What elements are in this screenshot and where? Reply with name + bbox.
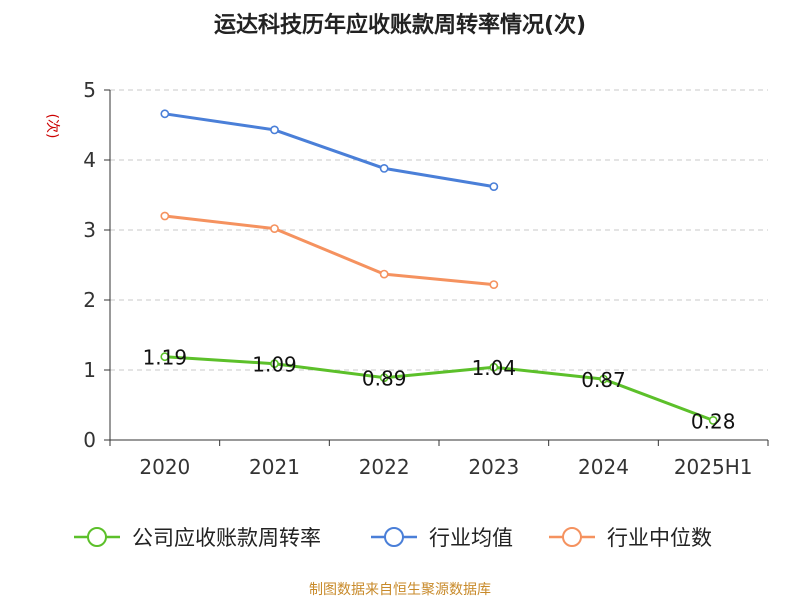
data-point bbox=[599, 374, 608, 384]
chart-title: 运达科技历年应收账款周转率情况(次) bbox=[214, 12, 586, 38]
data-point bbox=[160, 109, 170, 119]
series-line bbox=[164, 355, 714, 422]
grid bbox=[110, 89, 768, 371]
legend-label: 行业均值 bbox=[429, 526, 513, 550]
data-point bbox=[379, 163, 389, 173]
x-tick-label: 2021 bbox=[249, 455, 300, 479]
y-tick-label: 1 bbox=[83, 358, 96, 382]
axes: 0 1 2 3 4 5 2020 2021 2022 2023 2024 2025H1 bbox=[83, 78, 769, 479]
y-tick-label: 2 bbox=[83, 288, 96, 312]
x-tick-label: 2023 bbox=[468, 455, 519, 479]
data-point bbox=[708, 415, 718, 425]
data-point bbox=[270, 125, 279, 135]
data-point bbox=[270, 359, 279, 369]
legend-label: 行业中位数 bbox=[607, 526, 712, 550]
series-line bbox=[164, 112, 495, 189]
data-label: 1.04 bbox=[472, 356, 517, 380]
x-tick-label: 2022 bbox=[359, 455, 410, 479]
x-tick-label: 2025H1 bbox=[674, 455, 753, 479]
x-tick-label: 2020 bbox=[139, 455, 190, 479]
data-label: 0.87 bbox=[581, 368, 626, 392]
legend: 公司应收账款周转率 行业均值 行业中位数 bbox=[74, 526, 712, 550]
legend-marker bbox=[562, 527, 582, 547]
y-tick-label: 3 bbox=[83, 218, 96, 242]
data-point bbox=[379, 373, 389, 383]
legend-marker bbox=[384, 527, 404, 547]
data-point bbox=[489, 280, 499, 289]
data-label: 0.28 bbox=[691, 409, 736, 433]
data-label: 0.89 bbox=[362, 367, 407, 391]
data-point bbox=[489, 362, 499, 372]
source-note: 制图数据来自恒生聚源数据库 bbox=[309, 582, 491, 598]
series-line bbox=[164, 214, 494, 287]
legend-marker bbox=[87, 527, 107, 547]
series-group bbox=[160, 109, 718, 425]
data-labels: 1.19 1.09 0.89 1.04 0.87 0.28 bbox=[143, 346, 736, 434]
data-point bbox=[270, 224, 279, 233]
y-tick-label: 4 bbox=[83, 148, 96, 172]
legend-label: 公司应收账款周转率 bbox=[132, 526, 321, 550]
data-point bbox=[160, 211, 170, 221]
y-tick-label: 0 bbox=[83, 428, 96, 452]
data-point bbox=[489, 182, 499, 191]
data-point bbox=[379, 269, 389, 279]
data-label: 1.19 bbox=[143, 346, 188, 370]
data-label: 1.09 bbox=[252, 353, 297, 377]
y-axis-label: (次) bbox=[44, 114, 60, 139]
data-point bbox=[160, 352, 170, 362]
y-tick-label: 5 bbox=[83, 78, 96, 102]
x-tick-label: 2024 bbox=[578, 455, 629, 479]
